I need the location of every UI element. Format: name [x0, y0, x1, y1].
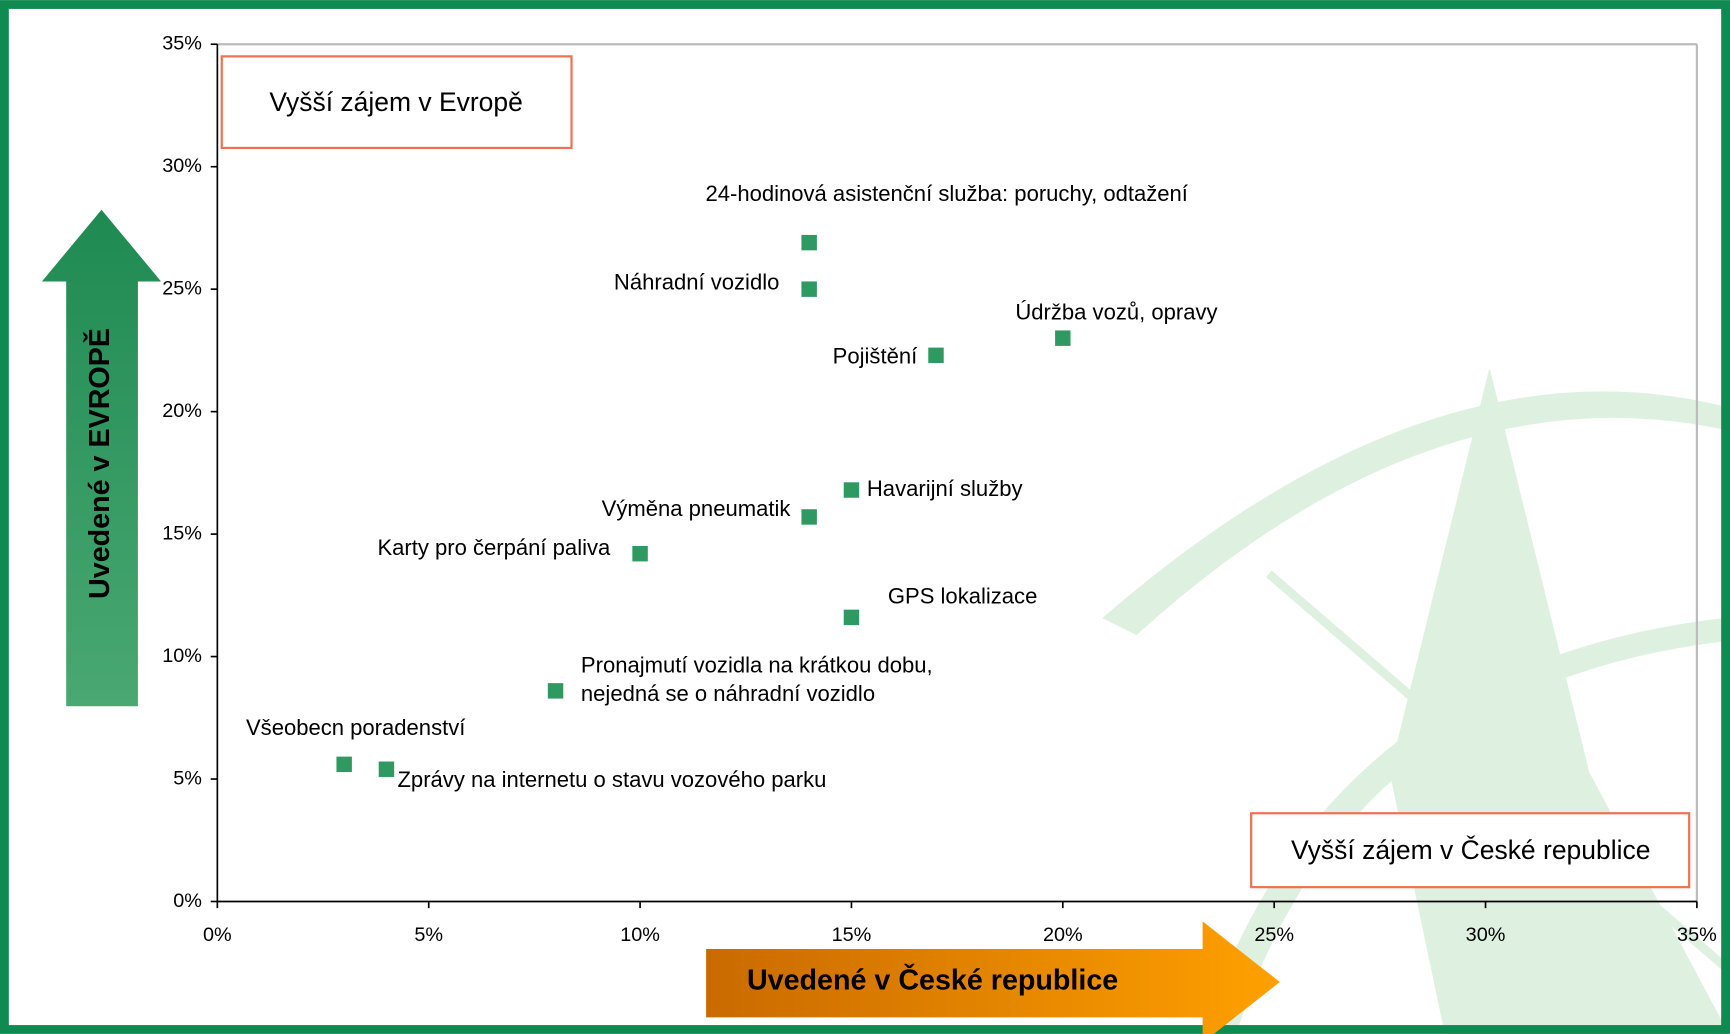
y-tick-label: 0%: [173, 890, 202, 912]
annotation-box: [1250, 812, 1691, 889]
y-tick-label: 10%: [162, 645, 202, 667]
y-arrow: [41, 209, 162, 707]
point-label: Havarijní služby: [867, 476, 1023, 501]
point: [378, 761, 395, 777]
point: [801, 281, 817, 297]
point: [632, 545, 648, 562]
x-arrow: [706, 921, 1280, 1034]
annotation: Vyšší zájem v Evropě: [269, 87, 523, 117]
point-label: GPS lokalizace: [888, 583, 1038, 608]
annotation-box: [220, 55, 573, 150]
x-tick-label: 10%: [620, 924, 660, 946]
point: [928, 347, 944, 364]
point-label: Údržba vozů, opravy: [1015, 300, 1217, 325]
point: [547, 683, 564, 699]
point-label: Zprávy na internetu o stavu vozového par…: [397, 767, 826, 792]
x-axis-title: Uvedené v České republice: [747, 963, 1118, 997]
y-tick-label: 20%: [162, 400, 202, 422]
point: [843, 609, 860, 626]
point-label: Všeobecn poradenství: [246, 715, 466, 740]
annotation: Vyšší zájem v České republice: [1291, 835, 1650, 865]
y-tick-label: 5%: [173, 767, 202, 789]
point-label: Pojištění: [833, 343, 918, 368]
point-label: Náhradní vozidlo: [614, 269, 779, 294]
x-tick-label: 0%: [203, 924, 232, 946]
y-axis-title: Uvedené v EVROPĚ: [82, 328, 116, 599]
watermark: [1102, 369, 1730, 1034]
point: [843, 482, 860, 498]
point: [336, 756, 352, 773]
point-label: Karty pro čerpání paliva: [377, 535, 611, 560]
y-tick-label: 30%: [162, 155, 202, 177]
x-tick-label: 30%: [1466, 924, 1506, 946]
y-tick-label: 25%: [162, 277, 202, 299]
y-tick-label: 35%: [162, 32, 202, 54]
plot-area: [216, 43, 1699, 903]
point-label: Pronajmutí vozidla na krátkou dobu,: [581, 652, 933, 677]
point: [801, 509, 817, 525]
point-label: nejedná se o náhradní vozidlo: [581, 681, 875, 706]
x-tick-label: 35%: [1677, 924, 1717, 946]
x-tick-label: 15%: [832, 924, 872, 946]
x-tick-label: 20%: [1043, 924, 1083, 946]
point: [801, 234, 817, 251]
x-tick-label: 5%: [414, 924, 443, 946]
point: [1055, 330, 1071, 346]
y-tick-label: 15%: [162, 522, 202, 544]
x-tick-label: 25%: [1254, 924, 1294, 946]
point-label: Výměna pneumatik: [602, 496, 792, 521]
point-label: 24-hodinová asistenční služba: poruchy, …: [705, 181, 1188, 206]
